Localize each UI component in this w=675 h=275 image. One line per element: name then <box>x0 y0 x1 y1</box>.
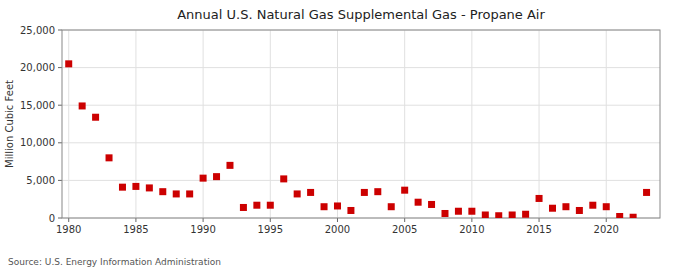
y-tick-label: 15,000 <box>20 100 55 111</box>
axes: 0 5,000 10,000 15,000 20,000 25,000 1980 1985 19… <box>20 25 660 236</box>
point <box>589 202 596 209</box>
point <box>441 210 448 217</box>
point <box>159 188 166 195</box>
point <box>334 202 341 209</box>
chart-svg: 0 5,000 10,000 15,000 20,000 25,000 1980 1985 19… <box>0 0 675 275</box>
y-tick-label: 0 <box>49 213 55 224</box>
x-tick <box>606 218 607 222</box>
point <box>536 195 543 202</box>
x-tick <box>135 218 136 222</box>
x-tick-label: 2005 <box>392 224 417 235</box>
y-tick <box>58 105 62 106</box>
plot-frame <box>62 30 660 218</box>
y-tick <box>58 142 62 143</box>
y-tick-label: 25,000 <box>20 25 55 36</box>
point <box>347 207 354 214</box>
x-tick-label: 2020 <box>594 224 619 235</box>
x-tick <box>471 218 472 222</box>
grid-line-x <box>337 30 338 218</box>
point <box>92 114 99 121</box>
y-tick <box>58 67 62 68</box>
grid-line-y <box>62 142 660 143</box>
grid-line-y <box>62 180 660 181</box>
point <box>240 204 247 211</box>
point <box>226 162 233 169</box>
point <box>455 208 462 215</box>
point <box>321 203 328 210</box>
point <box>146 184 153 191</box>
x-tick-label: 1980 <box>56 224 81 235</box>
grid <box>62 30 660 218</box>
point <box>374 188 381 195</box>
y-tick <box>58 218 62 219</box>
grid-line-x <box>270 30 271 218</box>
point <box>616 213 623 218</box>
point <box>200 175 207 182</box>
point <box>576 207 583 214</box>
grid-line-x <box>471 30 472 218</box>
point <box>495 212 502 218</box>
point <box>630 214 637 218</box>
point <box>173 190 180 197</box>
grid-line-x <box>539 30 540 218</box>
grid-line-x <box>203 30 204 218</box>
point <box>549 205 556 212</box>
point <box>65 60 72 67</box>
x-tick-label: 1995 <box>258 224 283 235</box>
x-tick-label: 2015 <box>526 224 551 235</box>
point <box>415 199 422 206</box>
grid-line-x <box>606 30 607 218</box>
point <box>522 211 529 218</box>
point <box>643 189 650 196</box>
point <box>106 154 113 161</box>
grid-line-x <box>68 30 69 218</box>
y-tick <box>58 180 62 181</box>
chart-container: 0 5,000 10,000 15,000 20,000 25,000 1980 1985 19… <box>0 0 675 275</box>
y-tick-label: 10,000 <box>20 137 55 148</box>
x-tick <box>337 218 338 222</box>
point <box>361 189 368 196</box>
point <box>294 190 301 197</box>
point <box>79 102 86 109</box>
source-note: Source: U.S. Energy Information Administ… <box>8 257 221 267</box>
grid-line-y <box>62 105 660 106</box>
grid-line-y <box>62 67 660 68</box>
x-tick <box>270 218 271 222</box>
point <box>186 190 193 197</box>
x-tick <box>539 218 540 222</box>
point <box>482 211 489 218</box>
x-tick <box>404 218 405 222</box>
point <box>253 202 260 209</box>
point <box>388 203 395 210</box>
point <box>213 173 220 180</box>
y-tick <box>58 30 62 31</box>
x-tick-label: 1990 <box>190 224 215 235</box>
point <box>562 203 569 210</box>
point <box>267 202 274 209</box>
points <box>65 60 650 218</box>
background <box>0 0 675 275</box>
point <box>401 187 408 194</box>
point <box>428 201 435 208</box>
x-tick <box>203 218 204 222</box>
y-axis-label: Million Cubic Feet <box>4 80 15 168</box>
x-tick-label: 2000 <box>325 224 350 235</box>
point <box>280 175 287 182</box>
point <box>509 211 516 218</box>
title: Annual U.S. Natural Gas Supplemental Gas… <box>177 7 545 22</box>
point <box>603 203 610 210</box>
x-tick-label: 1985 <box>123 224 148 235</box>
x-tick-label: 2010 <box>459 224 484 235</box>
point <box>119 184 126 191</box>
point <box>307 189 314 196</box>
point <box>468 208 475 215</box>
y-tick-label: 20,000 <box>20 62 55 73</box>
y-tick-label: 5,000 <box>26 175 55 186</box>
x-tick <box>68 218 69 222</box>
point <box>132 183 139 190</box>
